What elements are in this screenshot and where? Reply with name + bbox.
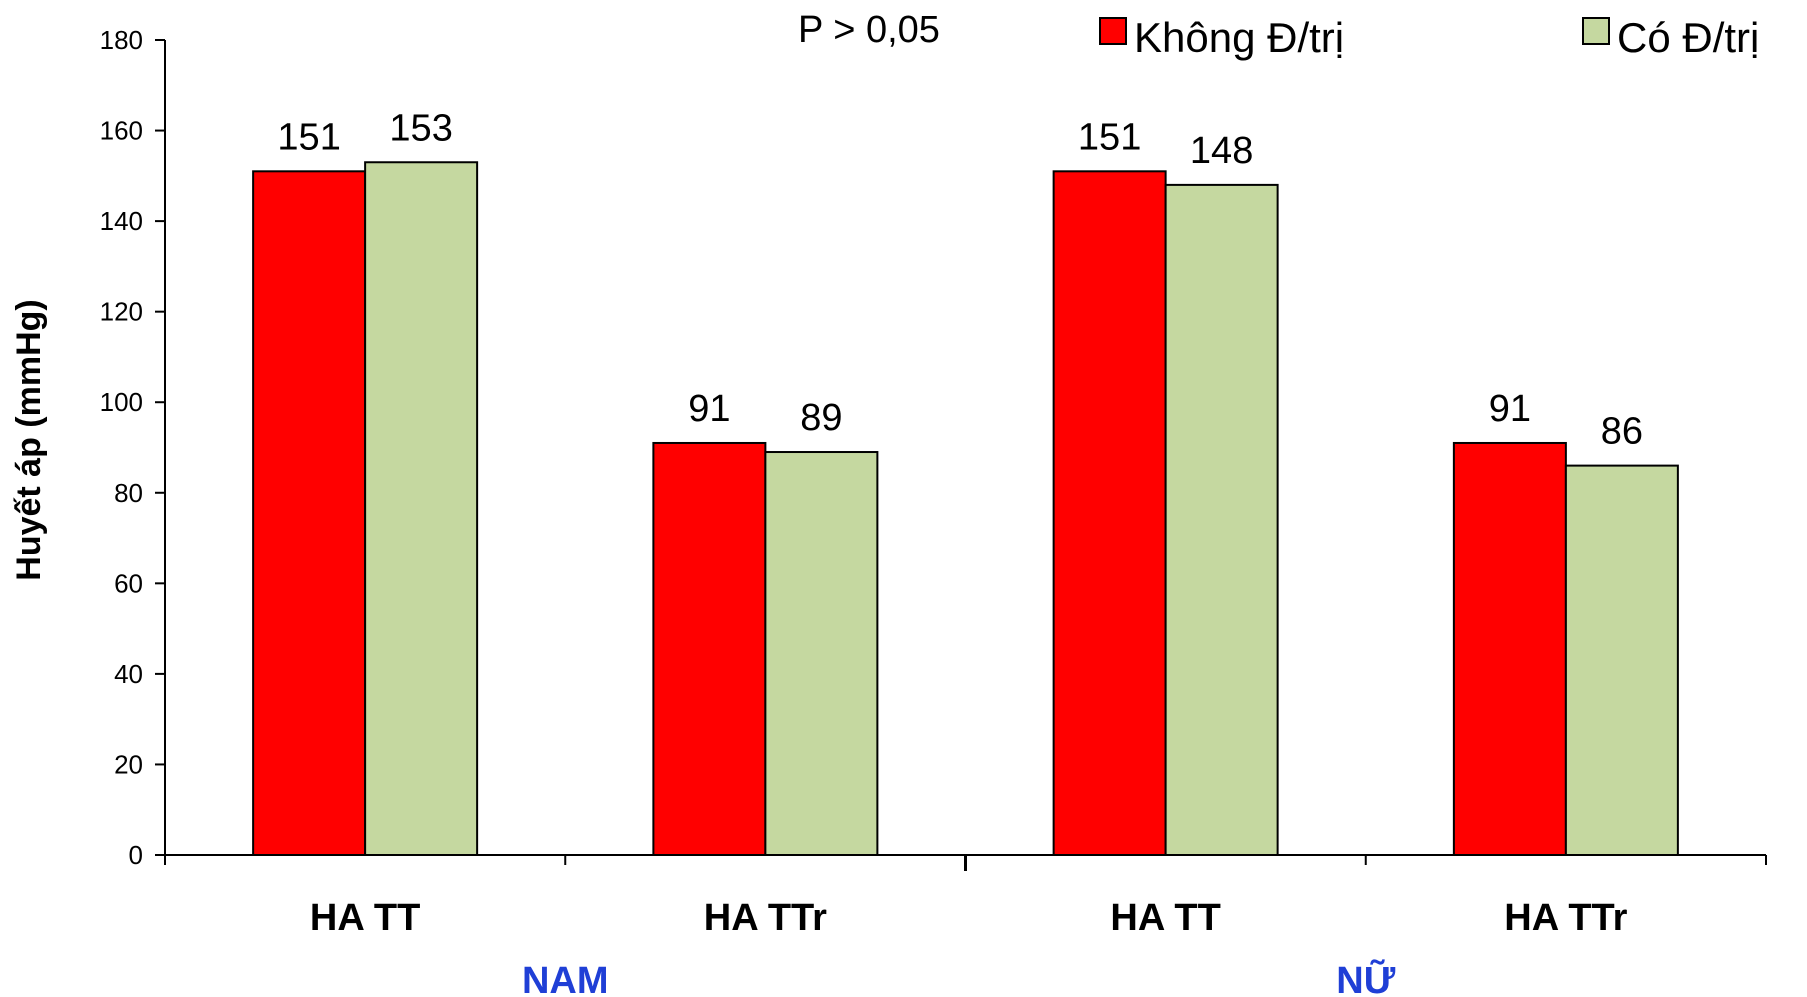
data-label: 148 [1190,130,1253,172]
legend: Không Đ/trị Có Đ/trị [1099,14,1759,61]
y-tick-label: 120 [100,297,143,327]
bar [1564,464,1679,856]
group-label: NỮ [1336,958,1395,997]
y-tick-label: 40 [114,659,143,689]
x-tick-label: HA TT [1110,897,1220,939]
bar [1164,183,1279,856]
y-tick-label: 20 [114,749,143,779]
bar [652,441,767,856]
bars: 151 153 91 89 151 148 91 86 [252,107,1679,857]
y-tick-label: 80 [114,478,143,508]
y-tick-label: 180 [100,25,143,55]
group-label: NAM [522,960,609,997]
legend-swatch [1582,17,1610,45]
data-label: 86 [1601,411,1643,453]
x-tick-label: HA TT [310,897,420,939]
y-tick-label: 140 [100,206,143,236]
bar [1452,441,1567,856]
bar [364,161,479,856]
bar [1052,170,1167,857]
data-label: 153 [389,107,452,149]
legend-label: Không Đ/trị [1134,14,1344,61]
legend-label: Có Đ/trị [1617,14,1759,61]
legend-swatch [1099,17,1127,45]
y-tick-label: 0 [129,840,143,870]
p-value-annotation: P > 0,05 [798,9,940,51]
data-label: 91 [688,388,730,430]
y-tick-label: 160 [100,116,143,146]
data-label: 91 [1489,388,1531,430]
bar [252,170,367,857]
y-tick-label: 60 [114,568,143,598]
data-label: 89 [800,397,842,439]
y-axis-label: Huyết áp (mmHg) [10,299,48,580]
bar [764,451,879,856]
x-tick-label: HA TTr [704,897,827,939]
data-label: 151 [277,116,340,158]
data-label: 151 [1078,116,1141,158]
y-axis: 0 20 40 60 80 100 120 140 160 180 [100,25,166,870]
y-tick-label: 100 [100,387,143,417]
x-tick-label: HA TTr [1504,897,1627,939]
x-axis: HA TT HA TTr HA TT HA TTr NAM NỮ [164,854,1767,997]
